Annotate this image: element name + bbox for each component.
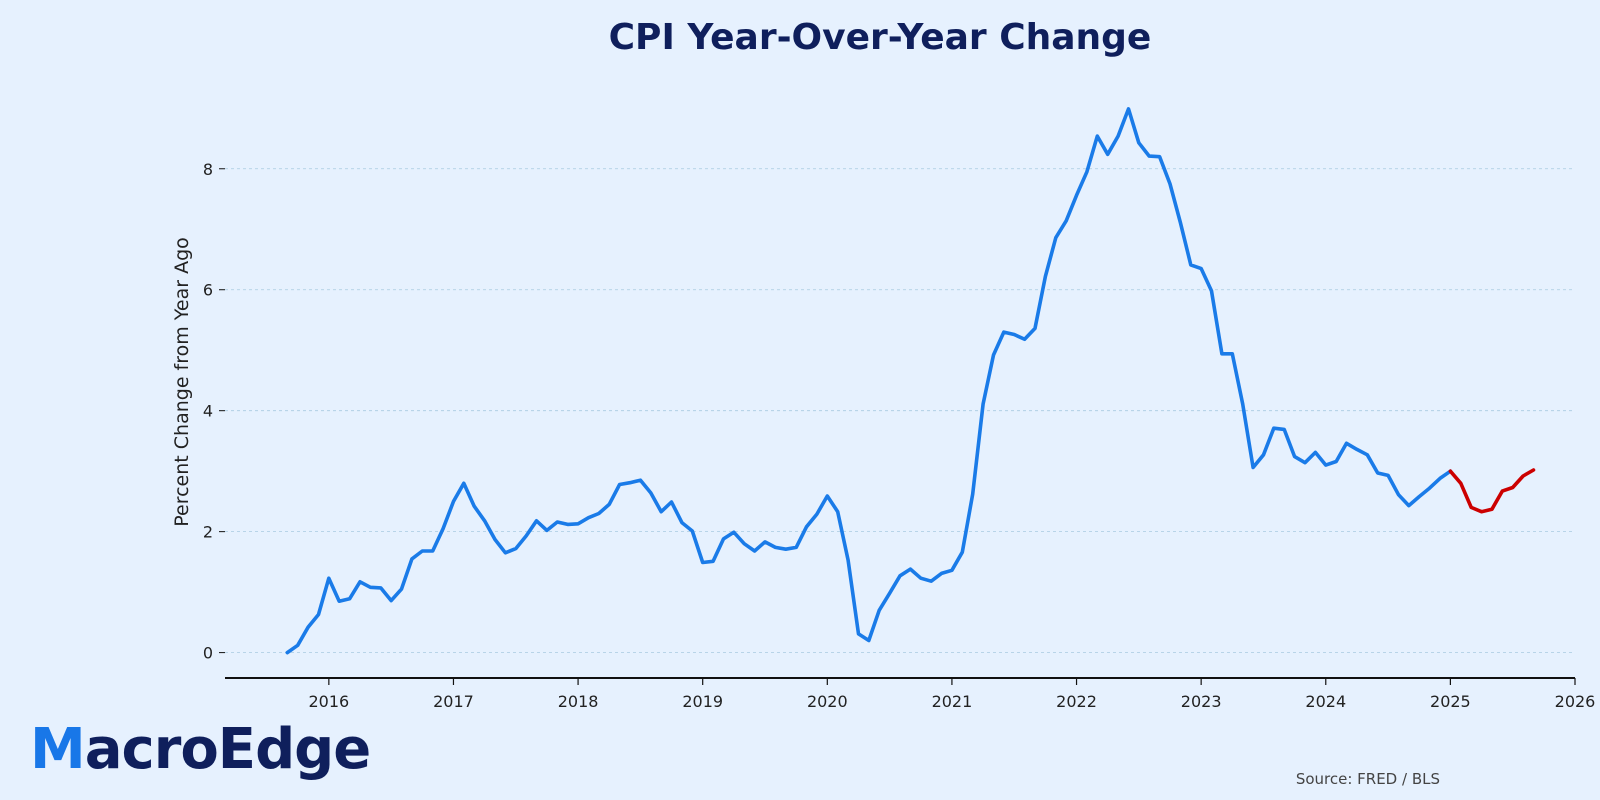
gridlines bbox=[225, 168, 1575, 653]
x-axis-ticks: 2016 2017 2018 2019 2020 2021 2022 2023 2024 2025… bbox=[308, 678, 1595, 711]
series-line-history bbox=[285, 107, 1453, 655]
y-tick-label: 4 bbox=[203, 402, 213, 421]
brand-logo-initial: M bbox=[30, 717, 86, 782]
x-tick-label: 2023 bbox=[1181, 692, 1222, 711]
y-tick-label: 2 bbox=[203, 523, 213, 542]
y-axis-ticks: 0 2 4 6 8 bbox=[203, 160, 225, 663]
x-tick-label: 2024 bbox=[1305, 692, 1346, 711]
x-tick-label: 2016 bbox=[308, 692, 349, 711]
y-tick-label: 8 bbox=[203, 160, 213, 179]
x-tick-label: 2017 bbox=[433, 692, 474, 711]
x-tick-label: 2019 bbox=[682, 692, 723, 711]
x-tick-label: 2026 bbox=[1555, 692, 1596, 711]
x-tick-label: 2025 bbox=[1430, 692, 1471, 711]
x-tick-label: 2022 bbox=[1056, 692, 1097, 711]
brand-logo-rest: acroEdge bbox=[84, 717, 371, 782]
brand-logo: MacroEdge bbox=[30, 722, 371, 778]
y-tick-label: 0 bbox=[203, 644, 213, 663]
y-tick-label: 6 bbox=[203, 281, 213, 300]
series-lines bbox=[285, 107, 1536, 655]
source-note: Source: FRED / BLS bbox=[1296, 770, 1440, 788]
x-tick-label: 2020 bbox=[807, 692, 848, 711]
x-tick-label: 2018 bbox=[558, 692, 599, 711]
y-axis-label: Percent Change from Year Ago bbox=[171, 237, 193, 527]
chart-title: CPI Year-Over-Year Change bbox=[609, 17, 1152, 58]
x-tick-label: 2021 bbox=[932, 692, 973, 711]
series-line-recent bbox=[1448, 468, 1536, 514]
